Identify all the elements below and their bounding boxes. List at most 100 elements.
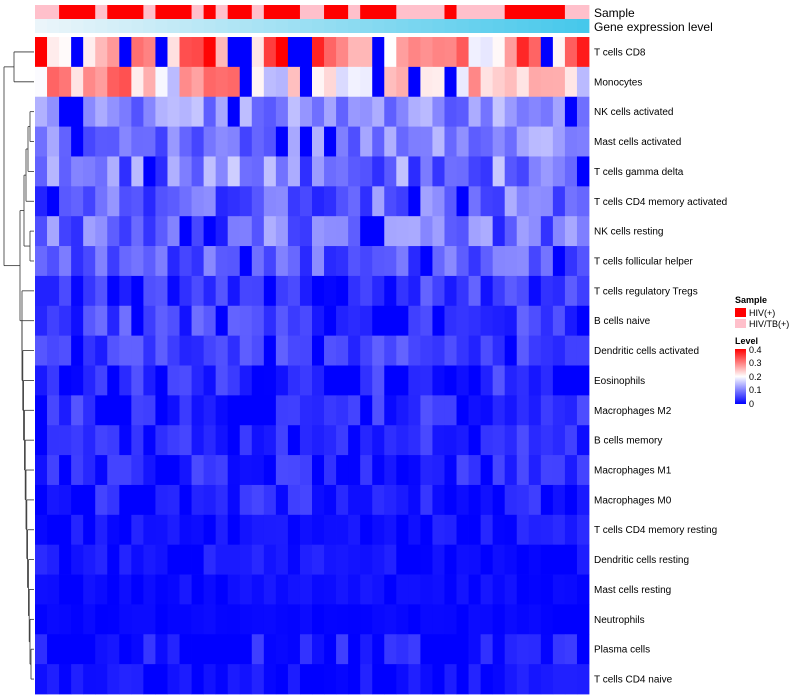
heatmap-cell xyxy=(227,574,241,605)
heatmap-cell xyxy=(420,216,433,247)
heatmap-cell xyxy=(576,544,590,575)
heatmap-cell xyxy=(492,96,506,127)
heatmap-cell xyxy=(372,246,385,277)
heatmap-cell xyxy=(348,634,361,665)
heatmap-cell xyxy=(528,604,542,635)
expression-annotation-cell xyxy=(324,19,337,33)
heatmap-cell xyxy=(59,425,72,456)
expression-annotation-cell xyxy=(239,19,253,33)
heatmap-cell xyxy=(564,126,578,157)
expression-annotation-cell xyxy=(444,19,457,33)
expression-annotation-cell xyxy=(420,19,433,33)
heatmap-cell xyxy=(215,96,229,127)
heatmap-cell xyxy=(432,246,445,277)
heatmap-cell xyxy=(516,275,530,307)
heatmap-cell xyxy=(312,335,325,366)
heatmap-cell xyxy=(504,156,518,187)
heatmap-cell xyxy=(384,514,397,546)
expression-annotation-cell xyxy=(540,19,554,33)
heatmap-cell xyxy=(239,66,253,98)
heatmap-cell xyxy=(408,514,421,546)
expression-annotation-cell xyxy=(107,19,120,33)
heatmap-cell xyxy=(227,246,241,277)
heatmap-cell xyxy=(155,395,168,426)
heatmap-cell xyxy=(275,37,289,68)
heatmap-cell xyxy=(131,365,144,396)
heatmap-cell xyxy=(167,395,180,426)
heatmap-cell xyxy=(179,37,192,68)
heatmap-cell xyxy=(480,156,494,187)
heatmap-cell xyxy=(275,455,289,486)
heatmap-cell xyxy=(167,186,180,217)
expression-annotation-cell xyxy=(492,19,506,33)
heatmap-cell xyxy=(564,66,578,98)
heatmap-cell xyxy=(215,246,229,277)
heatmap-cell xyxy=(299,634,313,665)
heatmap-cell xyxy=(312,425,325,456)
heatmap-cell xyxy=(167,514,180,546)
heatmap-cell xyxy=(203,455,217,486)
heatmap-cell xyxy=(348,455,361,486)
sample-annotation-cell xyxy=(408,5,421,19)
heatmap-cell xyxy=(215,664,229,695)
heatmap-cell xyxy=(251,246,265,277)
heatmap-cell xyxy=(47,455,60,486)
heatmap-cell xyxy=(420,574,433,605)
heatmap-cell xyxy=(179,156,192,187)
heatmap-cell xyxy=(432,335,445,366)
heatmap-cell xyxy=(408,574,421,605)
heatmap-cell xyxy=(155,514,168,546)
sample-annotation-cell xyxy=(396,5,409,19)
row-label: Dendritic cells resting xyxy=(594,555,689,566)
heatmap-cell xyxy=(119,574,132,605)
heatmap-cell xyxy=(299,37,313,68)
heatmap-cell xyxy=(348,186,361,217)
heatmap-cell xyxy=(432,484,445,516)
heatmap-cell xyxy=(564,604,578,635)
heatmap-cell xyxy=(119,365,132,396)
row-label: Macrophages M1 xyxy=(594,466,672,477)
expression-annotation-cell xyxy=(480,19,494,33)
heatmap-cell xyxy=(576,37,590,68)
heatmap-cell xyxy=(456,335,469,366)
heatmap-cell xyxy=(564,246,578,277)
heatmap-cell xyxy=(35,126,48,157)
heatmap-cell xyxy=(275,395,289,426)
heatmap-cell xyxy=(468,126,482,157)
heatmap-cell xyxy=(227,634,241,665)
heatmap-cell xyxy=(312,216,325,247)
heatmap-cell xyxy=(95,275,108,307)
heatmap-cell xyxy=(468,186,482,217)
heatmap-cell xyxy=(107,484,120,516)
heatmap-cell xyxy=(275,664,289,695)
heatmap-cell xyxy=(227,126,241,157)
heatmap-cell xyxy=(468,574,482,605)
heatmap-cell xyxy=(492,335,506,366)
heatmap-cell xyxy=(203,96,217,127)
heatmap-cell xyxy=(203,604,217,635)
heatmap-cell xyxy=(348,514,361,546)
heatmap-cell xyxy=(504,335,518,366)
heatmap-cell xyxy=(528,96,542,127)
heatmap-cell xyxy=(227,365,241,396)
heatmap-cell xyxy=(516,335,530,366)
heatmap-cell xyxy=(131,126,144,157)
heatmap-cell xyxy=(95,96,108,127)
heatmap-cell xyxy=(143,514,156,546)
heatmap-cell xyxy=(35,335,48,366)
heatmap-cell xyxy=(480,574,494,605)
row-label: B cells naive xyxy=(594,316,651,327)
heatmap-cell xyxy=(167,305,180,337)
heatmap-cell xyxy=(59,37,72,68)
heatmap-cell xyxy=(432,37,445,68)
heatmap-cell xyxy=(143,246,156,277)
heatmap-cell xyxy=(492,664,506,695)
heatmap-cell xyxy=(372,604,385,635)
sample-annotation-cell xyxy=(263,5,277,19)
row-label: Monocytes xyxy=(594,77,642,88)
heatmap-cell xyxy=(444,305,457,337)
heatmap-cell xyxy=(287,216,301,247)
heatmap-cell xyxy=(528,484,542,516)
heatmap-cell xyxy=(119,186,132,217)
heatmap-cell xyxy=(420,66,433,98)
